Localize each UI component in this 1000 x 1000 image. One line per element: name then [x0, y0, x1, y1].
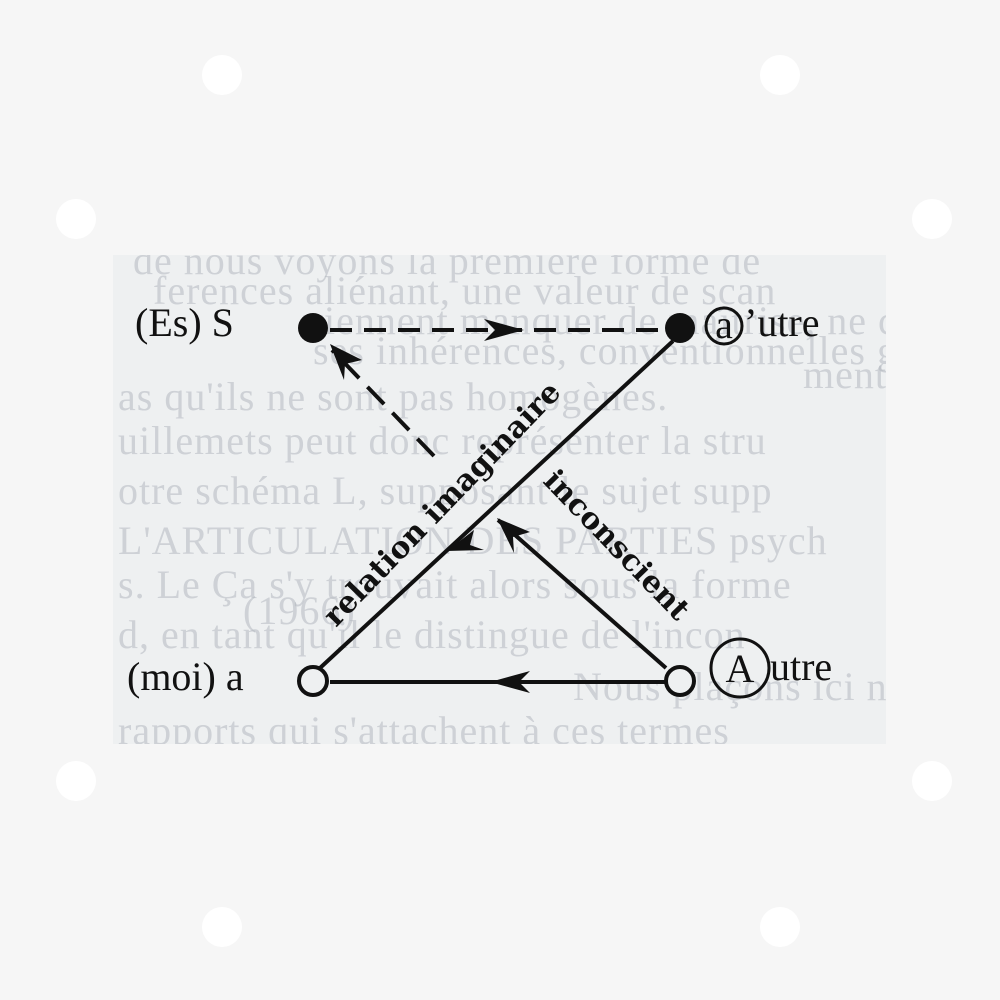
- punch-hole: [912, 199, 952, 239]
- edge-unconscious: [496, 518, 668, 670]
- node-label-autre-big: A utre: [709, 637, 832, 699]
- node-s-dot: [298, 313, 328, 343]
- circled-letter-a: a: [715, 302, 733, 347]
- edge-label-imaginary-relation: relation imaginaire: [317, 375, 568, 634]
- background-text-line: uillemets peut donc représenter la stru: [118, 418, 767, 463]
- node-moi-dot: [297, 665, 329, 697]
- background-text-line: ferences aliénant, une valeur de scan: [153, 268, 777, 313]
- scanned-page: de nous voyons la première forme de fere…: [113, 255, 886, 744]
- punch-hole: [760, 55, 800, 95]
- background-text-line: rapports qui s'attachent à ces termes: [118, 708, 730, 744]
- punch-hole: [760, 907, 800, 947]
- arrowhead-icon: [447, 530, 484, 551]
- edge-label-unconscious: inconscient: [536, 463, 696, 627]
- edge-autre-to-s-dashed: [330, 348, 436, 458]
- node-autre-dot: [664, 665, 696, 697]
- background-text-line: ment.: [803, 352, 886, 397]
- edge-imaginary-relation: [318, 339, 675, 670]
- punch-hole: [56, 761, 96, 801]
- circled-letter-A: A: [726, 646, 755, 691]
- background-text-line: Nous plaçons ici notre problème: [573, 664, 886, 709]
- arrowhead-icon: [484, 319, 524, 341]
- arrowhead-icon: [497, 518, 530, 553]
- background-text-line: as qu'ils ne sont pas homogènes.: [118, 374, 669, 419]
- background-text-line: viennent manquer de maîtrise, ne co: [303, 298, 886, 343]
- node-label-es-s: (Es) S: [135, 300, 234, 345]
- punch-hole: [202, 907, 242, 947]
- node-other-dot: [665, 313, 695, 343]
- punch-hole: [56, 199, 96, 239]
- background-text-line: (1966): [243, 588, 356, 633]
- background-text-line: s. Le Ça s'y trouvait alors sous la form…: [118, 562, 792, 607]
- node-label-suffix: ’utre: [744, 300, 820, 345]
- background-text-line: ses inhérences, conventionnelles gram: [313, 328, 886, 373]
- background-text-line: otre schéma L, supposant le sujet supp: [118, 468, 773, 513]
- punch-hole: [202, 55, 242, 95]
- background-text-line: de nous voyons la première forme de: [133, 255, 762, 283]
- node-label-autre-small: a ’utre: [704, 300, 820, 347]
- background-text-line: d, en tant qu'il le distingue de l'incon: [118, 612, 746, 657]
- circled-letter-ring: [704, 306, 744, 346]
- arrowhead-icon: [330, 344, 362, 380]
- node-label-moi-a: (moi) a: [127, 654, 244, 699]
- arrowhead-icon: [490, 671, 530, 693]
- circled-letter-ring: [709, 637, 771, 699]
- punch-hole: [912, 761, 952, 801]
- node-label-suffix: utre: [770, 644, 832, 689]
